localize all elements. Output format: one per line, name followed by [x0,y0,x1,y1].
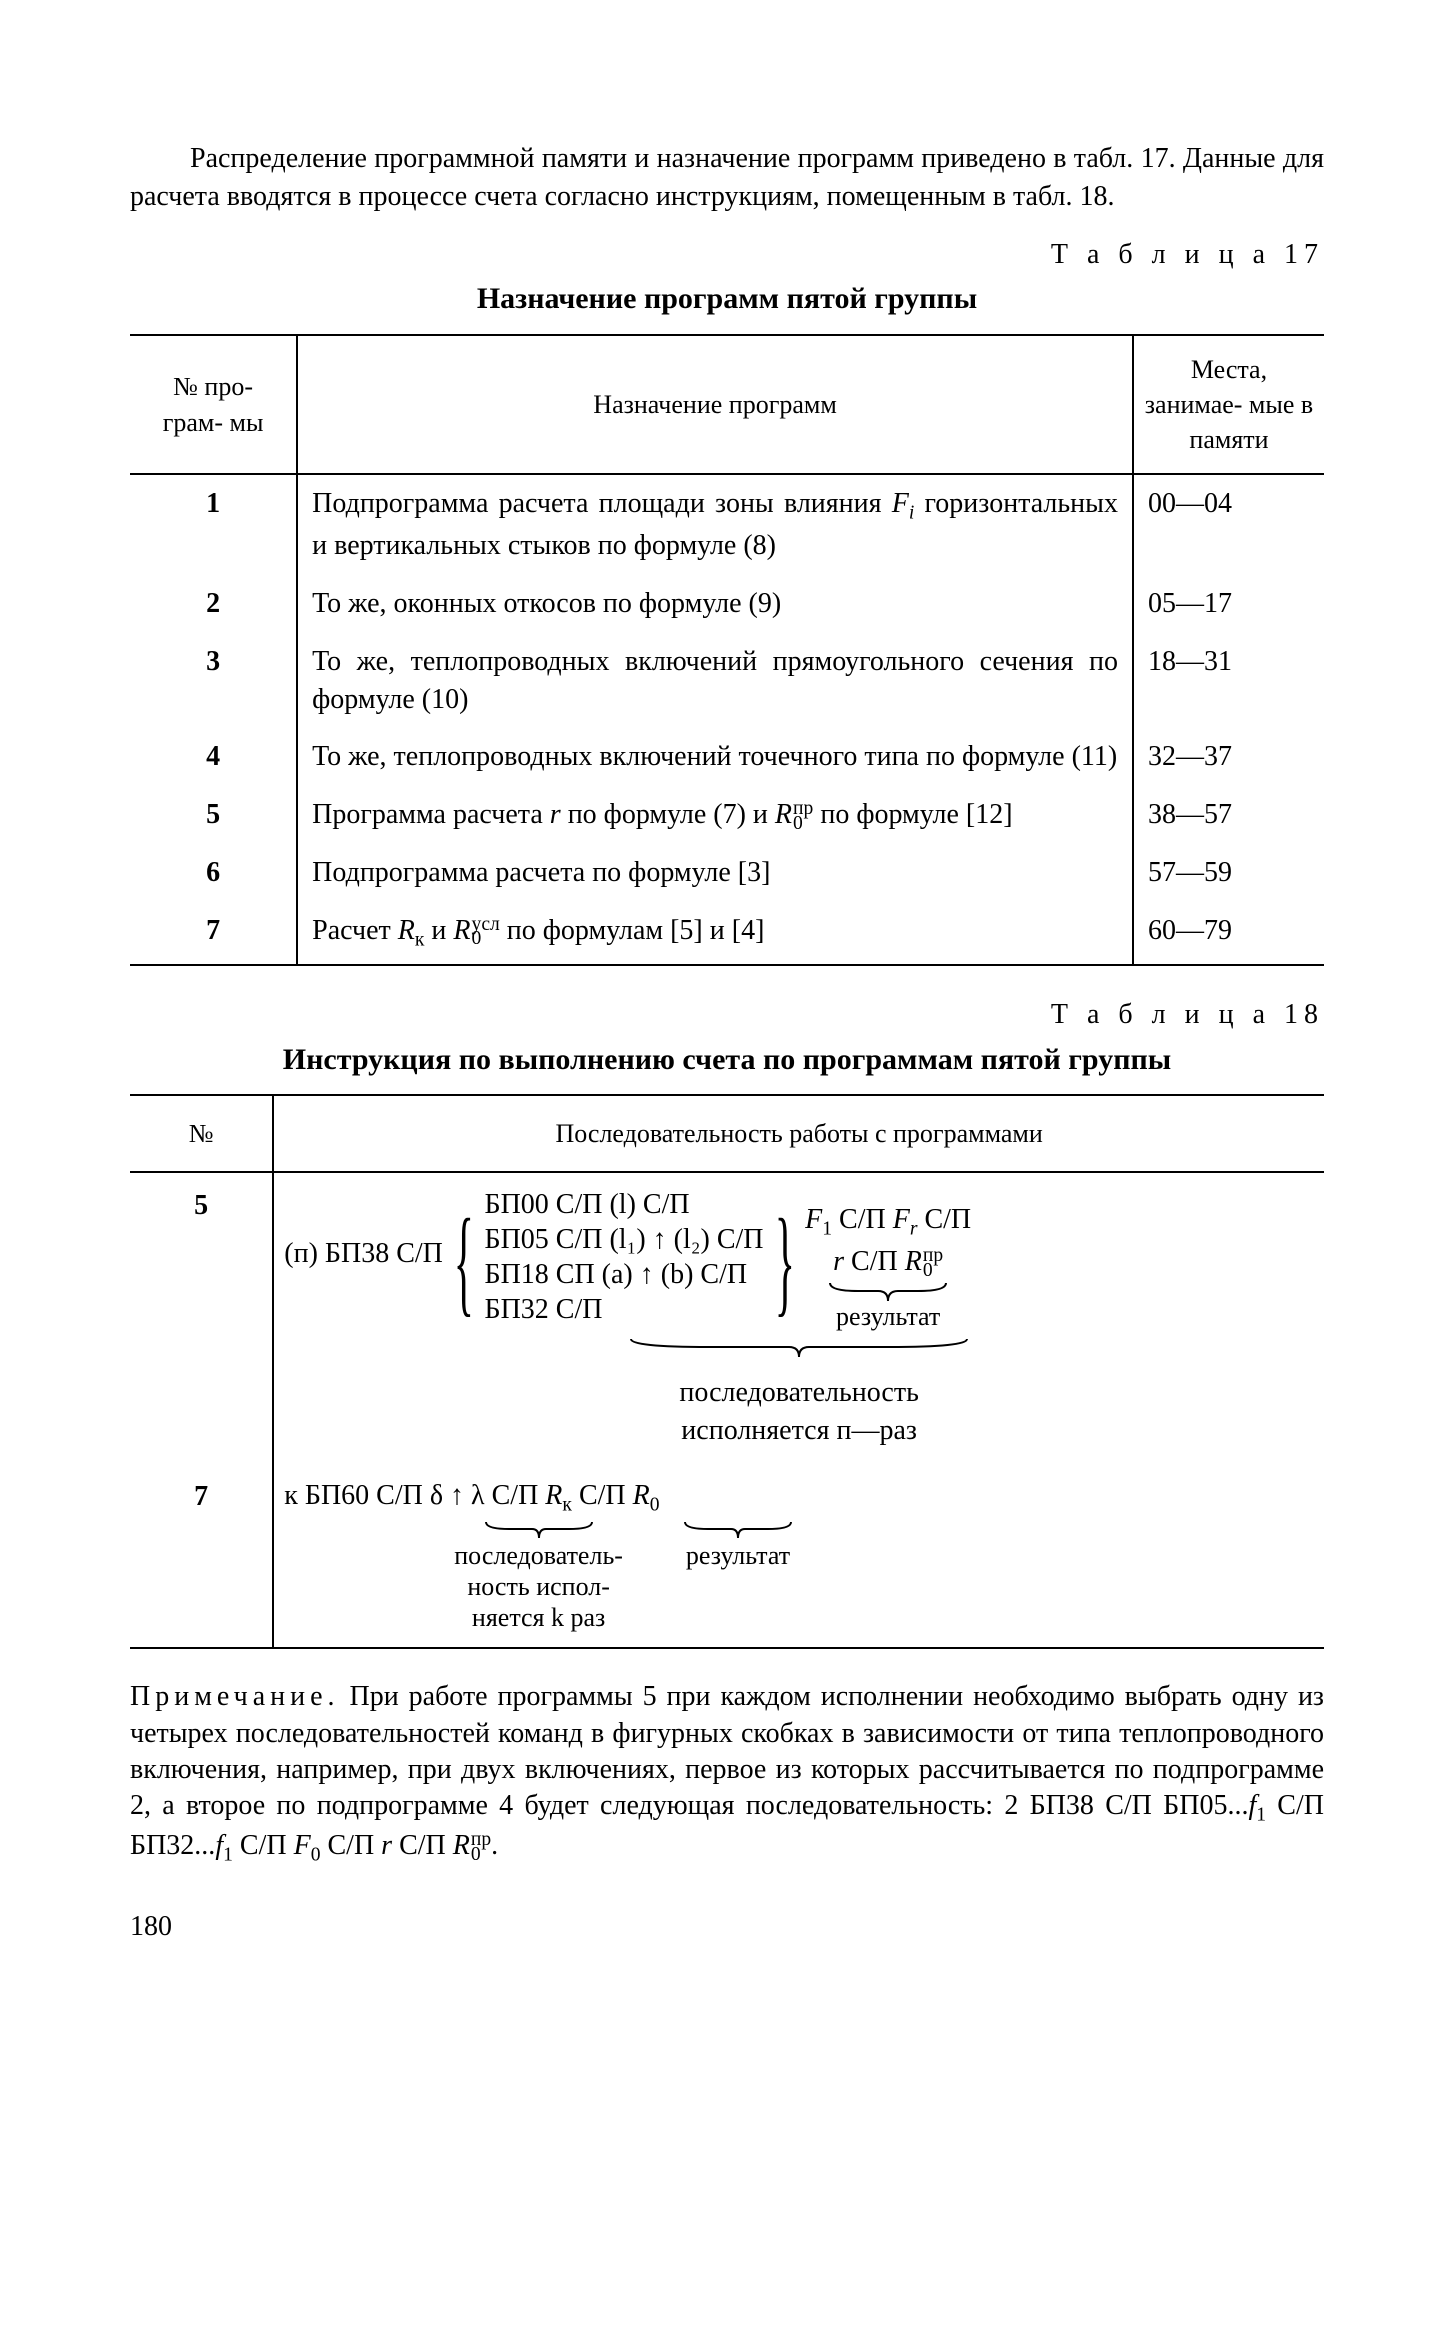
table17-cell-desc: То же, теплопроводных включений прямоуго… [297,633,1133,729]
table17-cell-num: 4 [130,728,297,786]
table17: № про- грам- мы Назначение программ Мест… [130,334,1324,966]
table17-cell-num: 1 [130,474,297,575]
table17-row: 6Подпрограмма расчета по формуле [3]57—5… [130,844,1324,902]
underbrace-icon [683,1520,793,1540]
table17-cell-mem: 18—31 [1133,633,1324,729]
table17-cell-num: 5 [130,786,297,844]
table18-label: Т а б л и ц а 18 [130,996,1324,1034]
note-label: Примечание. [130,1681,340,1712]
table17-row: 4То же, теплопроводных включений точечно… [130,728,1324,786]
table17-cell-desc: Программа расчета r по формуле (7) и Rпр… [297,786,1133,844]
table17-cell-desc: Расчет Rк и Rусл0 по формулам [5] и [4] [297,902,1133,965]
row5-mid-line: БП32 С/П [484,1292,763,1327]
right-brace-icon: } [774,1207,794,1315]
underbrace-icon [484,1520,594,1540]
row5-right-line1: F1 С/П Fr С/П [805,1201,971,1243]
table18-title: Инструкция по выполнению счета по програ… [130,1040,1324,1081]
table17-cell-mem: 05—17 [1133,575,1324,633]
table18-row5-num: 5 [130,1172,273,1463]
table17-row: 2То же, оконных откосов по формуле (9)05… [130,575,1324,633]
table18-row-7: 7 к БП60 С/П δ ↑ λ С/П Rк С/П R0 последо… [130,1464,1324,1649]
row5-underseq: последовательность исполняется п—раз [284,1336,1314,1449]
table18: № Последовательность работы с программам… [130,1094,1324,1649]
table18-row7-num: 7 [130,1464,273,1649]
table17-cell-num: 3 [130,633,297,729]
table17-cell-desc: Подпрограмма расчета площади зоны влияни… [297,474,1133,575]
left-brace-icon: { [454,1207,474,1315]
page-number: 180 [130,1908,1324,1946]
table18-row7-content: к БП60 С/П δ ↑ λ С/П Rк С/П R0 последова… [273,1464,1324,1649]
table17-header-desc: Назначение программ [297,335,1133,474]
intro-paragraph: Распределение программной памяти и назна… [130,140,1324,216]
table17-cell-num: 6 [130,844,297,902]
table17-cell-mem: 00—04 [1133,474,1324,575]
row5-mid: БП00 С/П (l) С/ПБП05 С/П (l₁) ↑ (l₂) С/П… [484,1187,763,1327]
row5-result-label: результат [836,1299,940,1334]
table17-cell-num: 7 [130,902,297,965]
table17-label: Т а б л и ц а 17 [130,236,1324,274]
table17-cell-mem: 60—79 [1133,902,1324,965]
table17-header-num: № про- грам- мы [130,335,297,474]
table18-row5-content: (п) БП38 С/П { БП00 С/П (l) С/ПБП05 С/П … [273,1172,1324,1463]
table17-row: 1Подпрограмма расчета площади зоны влиян… [130,474,1324,575]
underbrace-wide-icon [629,1337,969,1359]
table17-header-mem: Места, занимае- мые в памяти [1133,335,1324,474]
table17-row: 5Программа расчета r по формуле (7) и Rп… [130,786,1324,844]
note-paragraph: Примечание. При работе программы 5 при к… [130,1679,1324,1868]
row5-mid-line: БП00 С/П (l) С/П [484,1187,763,1222]
table18-header-seq: Последовательность работы с программами [273,1095,1324,1172]
row5-mid-line: БП05 С/П (l₁) ↑ (l₂) С/П [484,1222,763,1257]
row5-right-line2: r С/П Rпр0 [833,1243,943,1281]
table17-cell-num: 2 [130,575,297,633]
table17-row: 7Расчет Rк и Rусл0 по формулам [5] и [4]… [130,902,1324,965]
table17-row: 3То же, теплопроводных включений прямоуг… [130,633,1324,729]
row7-col2: результат [683,1520,793,1634]
table17-cell-desc: То же, теплопроводных включений точечног… [297,728,1133,786]
table17-cell-desc: То же, оконных откосов по формуле (9) [297,575,1133,633]
row5-left: (п) БП38 С/П [284,1187,443,1273]
table17-title: Назначение программ пятой группы [130,279,1324,320]
table17-cell-mem: 32—37 [1133,728,1324,786]
row7-col1: последователь- ность испол- няется k раз [454,1520,623,1634]
row5-right: F1 С/П Fr С/П r С/П Rпр0 результат [805,1187,971,1334]
table17-cell-mem: 38—57 [1133,786,1324,844]
row5-mid-line: БП18 СП (a) ↑ (b) С/П [484,1257,763,1292]
table18-row-5: 5 (п) БП38 С/П { БП00 С/П (l) С/ПБП05 С/… [130,1172,1324,1463]
row7-line1: к БП60 С/П δ ↑ λ С/П Rк С/П R0 [284,1478,1314,1518]
table17-cell-mem: 57—59 [1133,844,1324,902]
table18-header-num: № [130,1095,273,1172]
table17-cell-desc: Подпрограмма расчета по формуле [3] [297,844,1133,902]
